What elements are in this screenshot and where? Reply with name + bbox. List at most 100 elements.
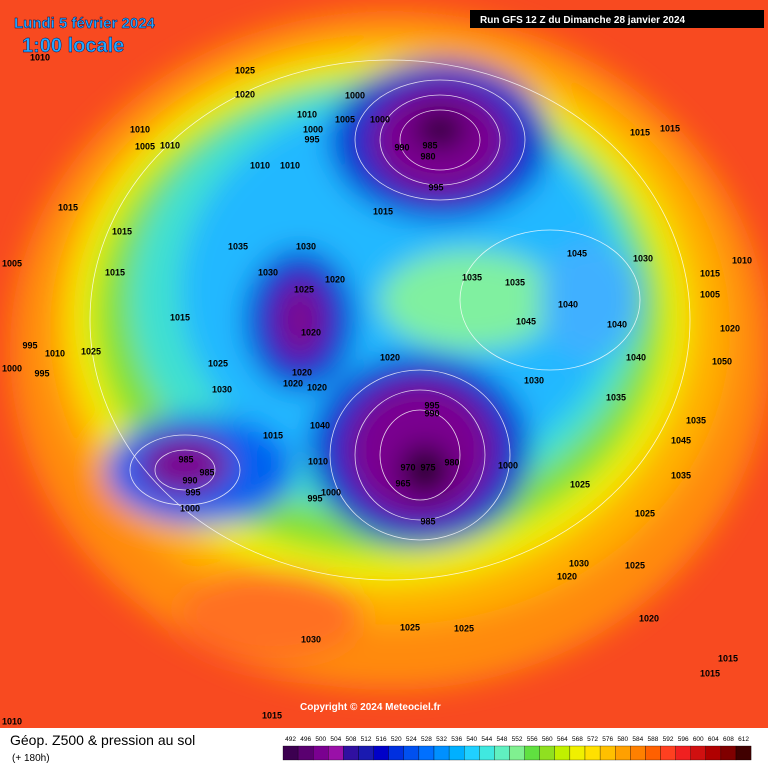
pressure-label: 1035: [228, 241, 248, 251]
colorbar-label: 496: [300, 736, 311, 743]
color-swatch: [645, 745, 661, 761]
pressure-label: 1010: [30, 52, 50, 62]
color-swatch: [358, 745, 374, 761]
colorbar-label: 548: [497, 736, 508, 743]
pressure-label: 1025: [625, 560, 645, 570]
pressure-label: 1010: [308, 456, 328, 466]
pressure-label: 1020: [283, 378, 303, 388]
colorbar-label: 596: [678, 736, 689, 743]
colorbar-label: 504: [330, 736, 341, 743]
pressure-label: 1010: [160, 140, 180, 150]
color-swatch: [660, 745, 676, 761]
pressure-label: 1015: [105, 267, 125, 277]
pressure-label: 1015: [262, 710, 282, 720]
colorbar-label: 612: [738, 736, 749, 743]
pressure-label: 965: [395, 478, 410, 488]
pressure-label: 1025: [208, 358, 228, 368]
colorbar-label: 572: [587, 736, 598, 743]
colorbar-label: 552: [512, 736, 523, 743]
colorbar-label: 600: [693, 736, 704, 743]
colorbar-label: 584: [632, 736, 643, 743]
time-subtitle: 1:00 locale: [22, 35, 124, 57]
colorbar-label: 524: [406, 736, 417, 743]
colorbar-label: 592: [663, 736, 674, 743]
colorbar-label: 580: [617, 736, 628, 743]
map: [0, 0, 768, 728]
color-swatch: [554, 745, 571, 761]
pressure-label: 1000: [370, 114, 390, 124]
colorbar-label: 520: [391, 736, 402, 743]
colorbar-label: 508: [346, 736, 357, 743]
pressure-label: 1035: [462, 272, 482, 282]
pressure-label: 1010: [297, 109, 317, 119]
pressure-label: 1035: [671, 470, 691, 480]
pressure-label: 980: [444, 457, 459, 467]
colorbar-label: 560: [542, 736, 553, 743]
colorbar-label: 528: [421, 736, 432, 743]
pressure-label: 1025: [454, 623, 474, 633]
colorbar-label: 568: [572, 736, 583, 743]
pressure-label: 1045: [567, 248, 587, 258]
pressure-label: 1020: [235, 89, 255, 99]
color-swatch: [615, 745, 631, 761]
colorbar-label: 576: [602, 736, 613, 743]
color-swatch: [388, 745, 404, 761]
colorbar-label: 564: [557, 736, 568, 743]
color-swatch: [705, 745, 722, 761]
pressure-label: 985: [420, 516, 435, 526]
pressure-label: 1015: [718, 653, 738, 663]
run-info: Run GFS 12 Z du Dimanche 28 janvier 2024: [480, 15, 686, 26]
pressure-label: 1000: [303, 124, 323, 134]
color-swatch: [539, 745, 555, 761]
color-swatch: [448, 745, 465, 761]
pressure-label: 1005: [335, 114, 355, 124]
colorbar-label: 556: [527, 736, 538, 743]
pressure-label: 1030: [569, 558, 589, 568]
lead-time: (+ 180h): [12, 753, 50, 764]
color-swatch: [509, 745, 525, 761]
colorbar-label: 540: [466, 736, 477, 743]
color-swatch: [569, 745, 586, 761]
colorbar-label: 608: [723, 736, 734, 743]
date-title: Lundi 5 février 2024: [14, 15, 156, 32]
pressure-label: 1015: [630, 127, 650, 137]
colorbar-label: 544: [481, 736, 492, 743]
caption: Géop. Z500 & pression au sol: [10, 732, 195, 748]
pressure-label: 995: [307, 493, 322, 503]
pressure-label: 1000: [180, 503, 200, 513]
pressure-label: 990: [182, 475, 197, 485]
pressure-label: 1030: [633, 253, 653, 263]
pressure-label: 1020: [380, 352, 400, 362]
pressure-label: 1030: [212, 384, 232, 394]
color-swatch: [433, 745, 450, 761]
pressure-label: 1005: [2, 258, 22, 268]
colorbar-label: 516: [376, 736, 387, 743]
color-swatch: [630, 745, 646, 761]
pressure-label: 1020: [292, 367, 312, 377]
pressure-label: 1025: [570, 479, 590, 489]
pressure-label: 1015: [700, 668, 720, 678]
pressure-label: 1000: [2, 363, 22, 373]
pressure-label: 1025: [235, 65, 255, 75]
pressure-label: 970: [400, 462, 415, 472]
pressure-label: 1000: [321, 487, 341, 497]
color-swatch: [599, 745, 616, 761]
pressure-label: 1050: [712, 356, 732, 366]
color-swatch: [328, 745, 344, 761]
pressure-label: 1010: [280, 160, 300, 170]
pressure-label: 1035: [606, 392, 626, 402]
pressure-label: 1030: [258, 267, 278, 277]
color-swatch: [464, 745, 480, 761]
colorbar-label: 604: [708, 736, 719, 743]
pressure-label: 1005: [700, 289, 720, 299]
pressure-label: 1020: [557, 571, 577, 581]
run-banner: [470, 10, 764, 28]
pressure-label: 1015: [112, 226, 132, 236]
pressure-label: 990: [424, 408, 439, 418]
pressure-label: 1020: [301, 327, 321, 337]
colorbar-label: 500: [315, 736, 326, 743]
color-swatch: [584, 745, 601, 761]
pressure-label: 1020: [325, 274, 345, 284]
pressure-label: 1045: [516, 316, 536, 326]
pressure-label: 1030: [301, 634, 321, 644]
